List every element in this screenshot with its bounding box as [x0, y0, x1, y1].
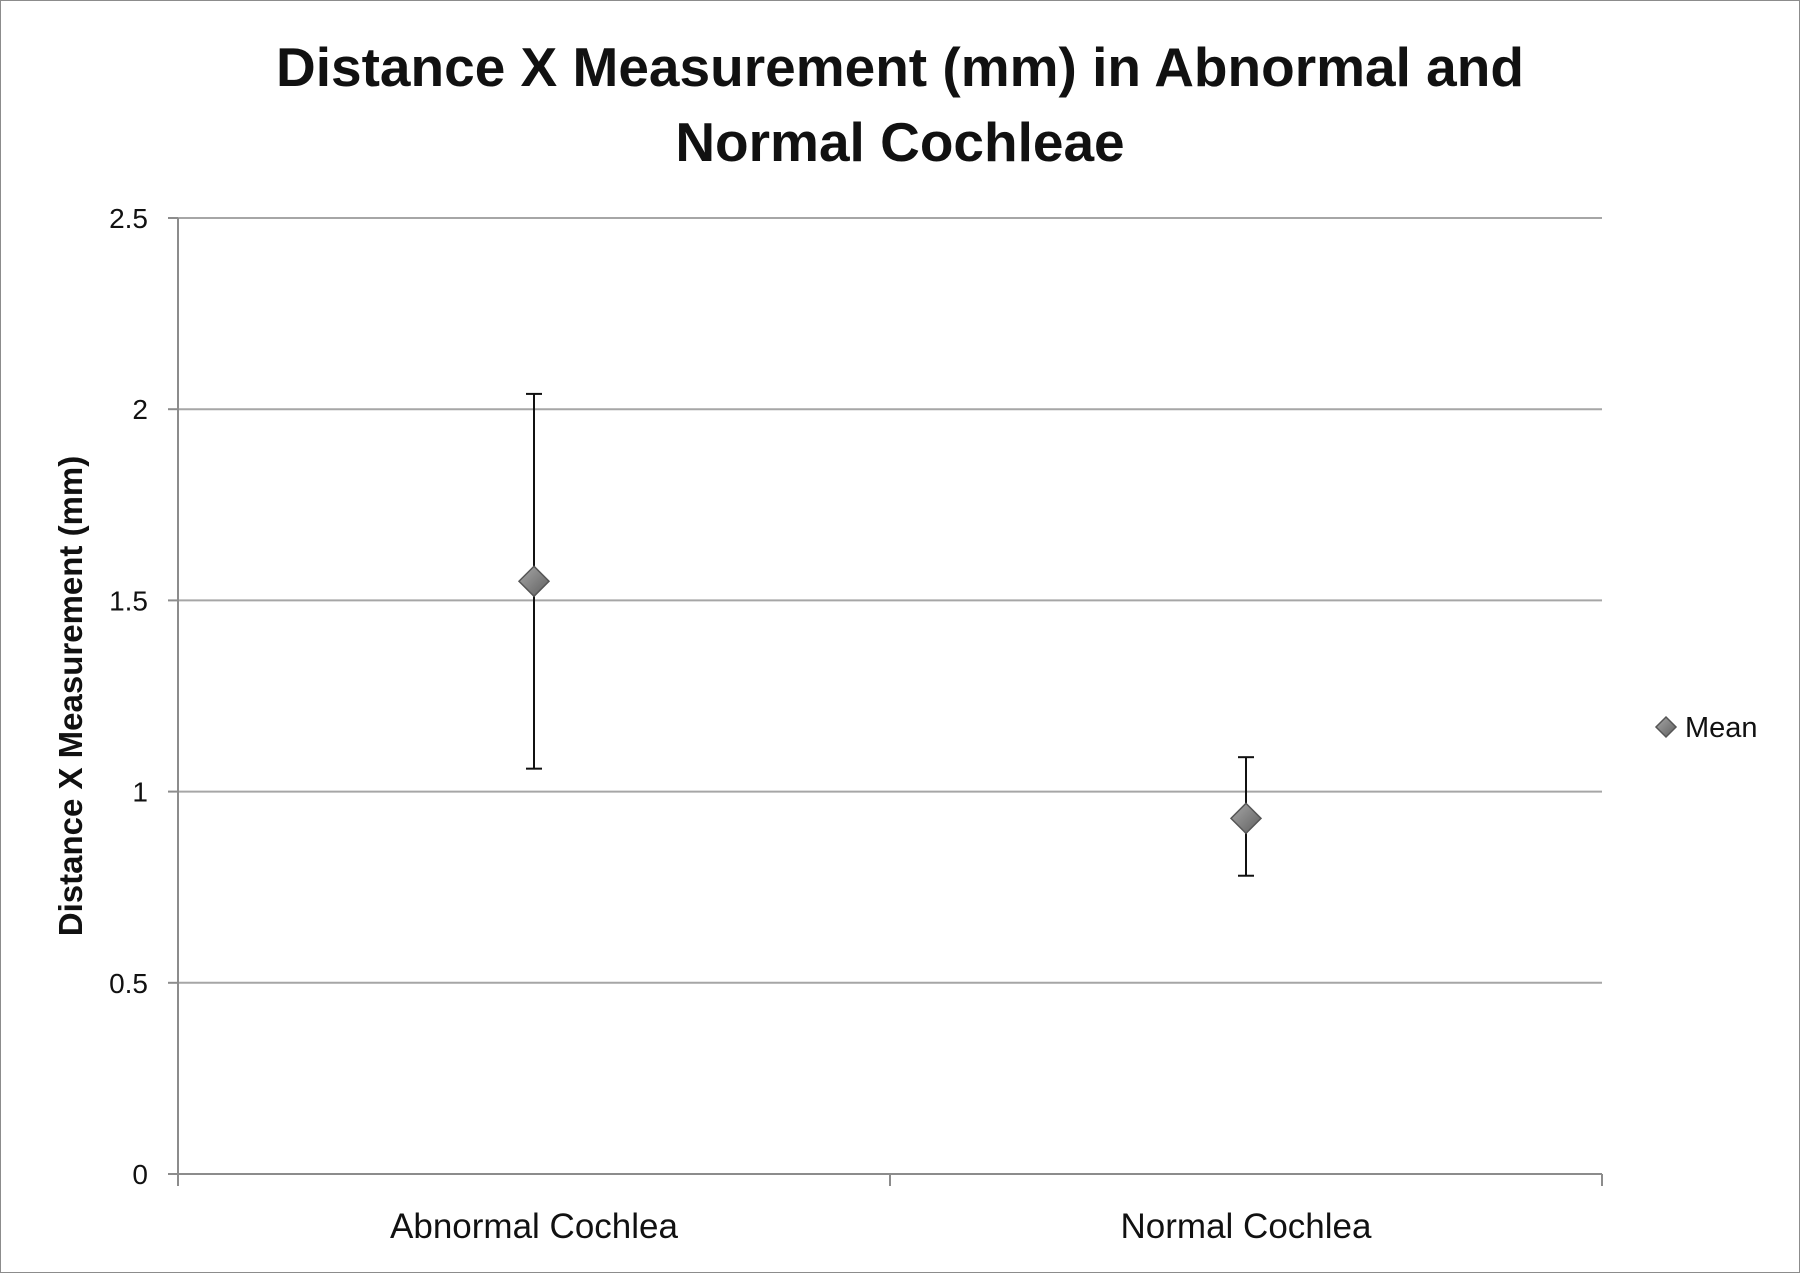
legend-label-0: Mean	[1685, 712, 1758, 744]
chart-title-line-2: Normal Cochleae	[675, 111, 1125, 173]
y-tick-label-1: 0.5	[109, 968, 148, 999]
y-tick-label-0: 0	[132, 1159, 148, 1190]
y-tick-label-5: 2.5	[109, 203, 148, 234]
x-category-label-1: Normal Cochlea	[1121, 1207, 1372, 1246]
y-axis-label: Distance X Measurement (mm)	[52, 456, 89, 936]
y-tick-label-3: 1.5	[109, 585, 148, 616]
y-tick-label-2: 1	[132, 777, 148, 808]
y-tick-label-4: 2	[132, 394, 148, 425]
legend-marker-0	[1654, 715, 1678, 739]
x-category-label-0: Abnormal Cochlea	[390, 1207, 678, 1246]
data-point-mean-1	[1229, 802, 1263, 835]
data-point-mean-0	[517, 565, 551, 598]
chart-title: Distance X Measurement (mm) in Abnormal …	[0, 30, 1800, 180]
chart-title-line-1: Distance X Measurement (mm) in Abnormal …	[276, 36, 1524, 98]
